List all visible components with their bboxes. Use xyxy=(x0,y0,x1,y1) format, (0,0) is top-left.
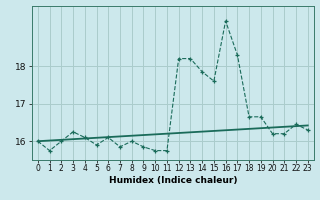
X-axis label: Humidex (Indice chaleur): Humidex (Indice chaleur) xyxy=(108,176,237,185)
